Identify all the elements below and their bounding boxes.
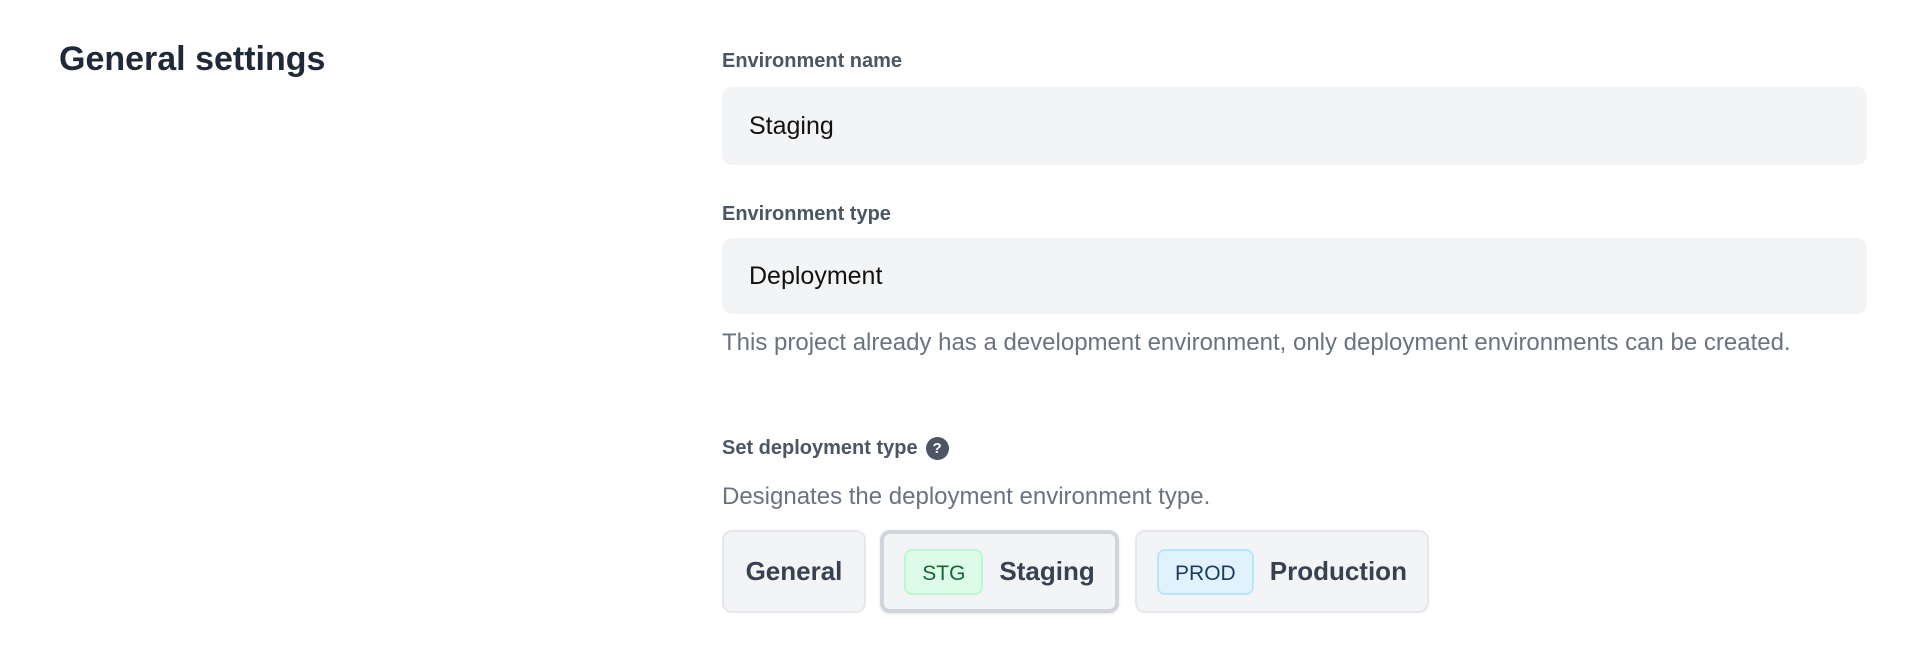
option-label: Production	[1269, 556, 1407, 586]
question-circle-icon[interactable]: ?	[925, 437, 949, 461]
environment-type-input[interactable]	[722, 238, 1867, 314]
section-title: General settings	[59, 40, 326, 78]
deployment-type-label-row: Set deployment type?	[722, 437, 949, 461]
prod-badge: PROD	[1157, 548, 1254, 595]
deployment-type-label: Set deployment type	[722, 437, 918, 459]
deployment-type-general-button[interactable]: General	[722, 530, 866, 613]
option-label: Staging	[999, 556, 1095, 586]
option-label: General	[745, 556, 843, 586]
environment-type-help: This project already has a development e…	[722, 329, 1791, 356]
deployment-type-staging-button[interactable]: STG Staging	[880, 530, 1119, 613]
deployment-type-production-button[interactable]: PROD Production	[1135, 530, 1429, 613]
environment-type-label: Environment type	[722, 203, 891, 225]
stg-badge: STG	[904, 548, 984, 595]
environment-name-label: Environment name	[722, 50, 903, 72]
deployment-type-description: Designates the deployment environment ty…	[722, 483, 1211, 510]
environment-name-input[interactable]	[722, 87, 1867, 165]
